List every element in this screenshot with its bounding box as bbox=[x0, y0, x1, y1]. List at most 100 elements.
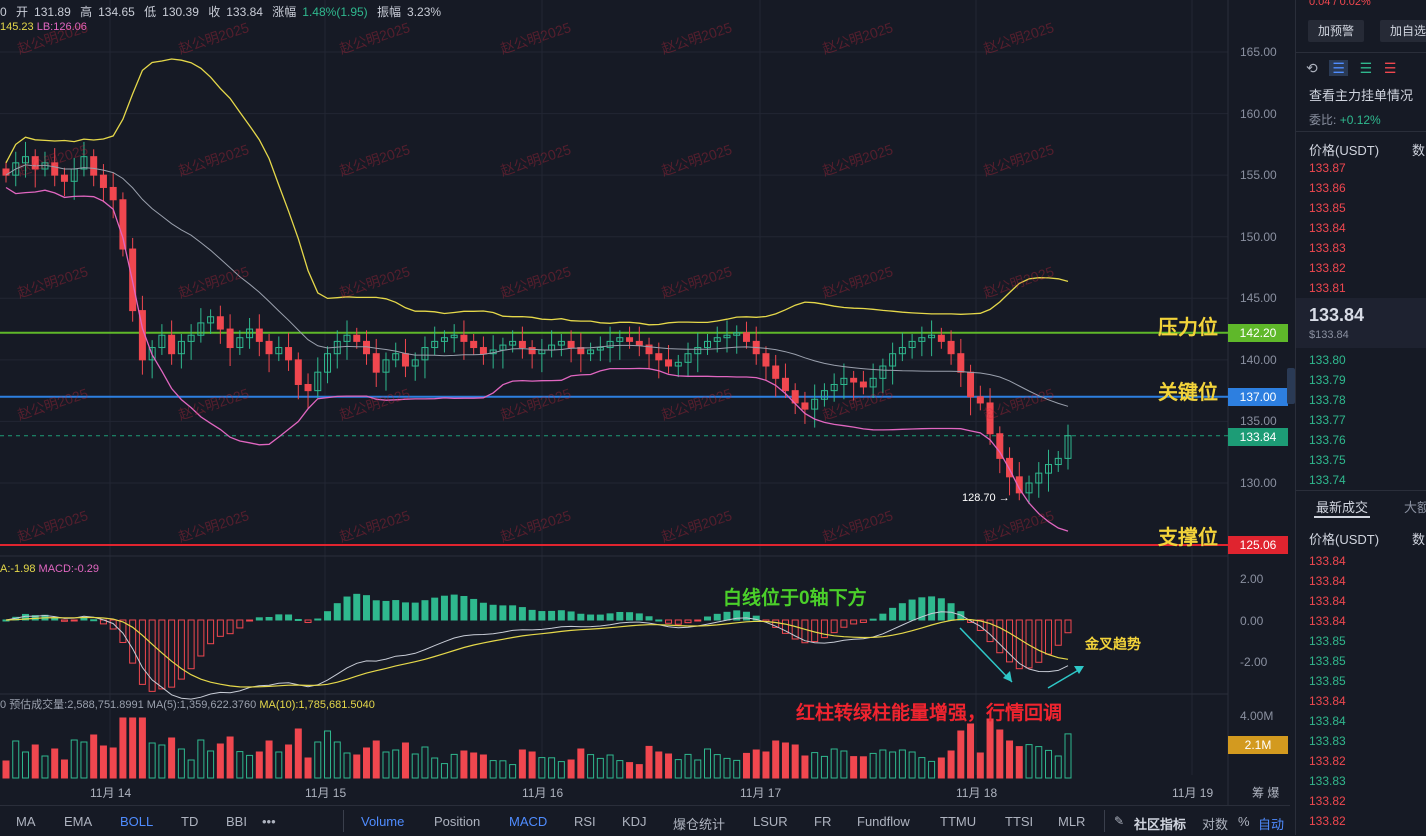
up-arrow-head bbox=[1074, 666, 1084, 674]
volume-bar bbox=[557, 761, 565, 779]
macd-histogram-bar bbox=[333, 603, 341, 621]
xtick-nov18: 11月 18 bbox=[956, 786, 998, 800]
candle-body bbox=[518, 340, 526, 349]
volume-note: 红柱转绿柱能量增强，行情回调 bbox=[796, 703, 1063, 724]
tool-position[interactable]: Position bbox=[434, 814, 481, 829]
tool-macd[interactable]: MACD bbox=[509, 814, 548, 829]
macd-histogram-bar bbox=[986, 619, 994, 643]
macd-histogram-bar bbox=[382, 600, 390, 621]
asks-row[interactable]: 133.86 bbox=[1309, 181, 1346, 195]
xtick-nov16: 11月 16 bbox=[522, 786, 564, 800]
watchlist-button[interactable]: 加自选 bbox=[1380, 20, 1426, 42]
tool-community-icon[interactable]: ✎ bbox=[1114, 814, 1125, 828]
candle-body bbox=[60, 174, 68, 182]
tool-kdj[interactable]: KDJ bbox=[622, 814, 647, 829]
candle-body bbox=[801, 402, 809, 410]
macd-histogram-bar bbox=[450, 594, 458, 621]
candle-body bbox=[937, 334, 945, 342]
y-tick-label: 140.00 bbox=[1240, 352, 1277, 367]
candle-body bbox=[694, 347, 702, 355]
panel-collapse-handle[interactable] bbox=[1287, 368, 1295, 404]
macd-histogram-bar bbox=[908, 599, 916, 621]
volume-bar bbox=[372, 740, 380, 779]
macd-histogram-bar bbox=[645, 616, 653, 621]
main-chart[interactable] bbox=[0, 0, 1290, 835]
volume-bar bbox=[684, 753, 692, 779]
candle-body bbox=[90, 156, 98, 176]
tool-ttsi[interactable]: TTSI bbox=[1005, 814, 1034, 829]
volume-bar bbox=[60, 759, 68, 779]
volume-bar bbox=[694, 759, 702, 779]
volume-bar bbox=[460, 750, 468, 779]
asks-row[interactable]: 133.84 bbox=[1309, 221, 1346, 235]
candle-body bbox=[889, 353, 897, 367]
candle-body bbox=[294, 359, 302, 385]
macd-histogram-bar bbox=[772, 619, 780, 628]
volume-bar bbox=[596, 757, 604, 779]
macd-histogram-bar bbox=[431, 597, 439, 621]
tool-community[interactable]: 社区指标 bbox=[1134, 817, 1187, 832]
tool-rsi[interactable]: RSI bbox=[574, 814, 596, 829]
tool-ma[interactable]: MA bbox=[16, 814, 36, 829]
trade-row: 133.84 bbox=[1309, 574, 1346, 588]
macd-histogram-bar bbox=[148, 619, 156, 692]
candle-body bbox=[31, 156, 39, 170]
tool-fr[interactable]: FR bbox=[814, 814, 832, 829]
macd-histogram-bar bbox=[314, 618, 322, 621]
volume-bar bbox=[479, 754, 487, 779]
volume-bar bbox=[587, 754, 595, 779]
tool-mlr[interactable]: MLR bbox=[1058, 814, 1086, 829]
tool-ema[interactable]: EMA bbox=[64, 814, 93, 829]
tool-td[interactable]: TD bbox=[181, 814, 199, 829]
volume-bar bbox=[820, 755, 828, 779]
tool-more-icon[interactable]: ••• bbox=[262, 814, 276, 829]
candle-body bbox=[557, 340, 565, 346]
tool-volume[interactable]: Volume bbox=[361, 814, 405, 829]
asks-row[interactable]: 133.82 bbox=[1309, 261, 1346, 275]
macd-histogram-bar bbox=[781, 619, 789, 634]
tool-liquidation[interactable]: 爆仓统计 bbox=[673, 817, 726, 832]
candle-body bbox=[470, 340, 478, 349]
bids-row[interactable]: 133.80 bbox=[1309, 353, 1346, 367]
candle-body bbox=[197, 322, 205, 336]
asks-row[interactable]: 133.81 bbox=[1309, 281, 1346, 295]
tool-auto[interactable]: 自动 bbox=[1258, 817, 1285, 832]
bids-row[interactable]: 133.76 bbox=[1309, 433, 1346, 447]
tool-bbi[interactable]: BBI bbox=[226, 814, 247, 829]
tool-ttmu[interactable]: TTMU bbox=[940, 814, 977, 829]
macd-histogram-bar bbox=[820, 619, 828, 639]
volume-bar bbox=[781, 742, 789, 779]
tool-log[interactable]: 对数 bbox=[1202, 817, 1229, 832]
big-trades-tab[interactable]: 大额 bbox=[1404, 500, 1426, 515]
support-label: 支撑位 bbox=[1158, 527, 1218, 549]
macd-histogram-bar bbox=[655, 619, 663, 622]
trades-tab[interactable]: 最新成交 bbox=[1316, 500, 1369, 515]
down-arrow-head bbox=[1003, 671, 1012, 682]
candle-body bbox=[255, 328, 263, 342]
macd-histogram-bar bbox=[255, 617, 263, 621]
tool-percent[interactable]: % bbox=[1238, 814, 1250, 829]
y-tick-label: 165.00 bbox=[1240, 45, 1277, 59]
macd-histogram-bar bbox=[236, 619, 244, 629]
bids-row[interactable]: 133.77 bbox=[1309, 413, 1346, 427]
tool-fundflow[interactable]: Fundflow bbox=[857, 814, 910, 829]
bids-row[interactable]: 133.75 bbox=[1309, 453, 1346, 467]
candle-body bbox=[635, 340, 643, 346]
open-value: 131.89 bbox=[34, 5, 71, 19]
macd-histogram-bar bbox=[704, 616, 712, 621]
asks-row[interactable]: 133.87 bbox=[1309, 161, 1346, 175]
orderbook-view-icons[interactable]: ⟲ ☰ ☰ ☰ bbox=[1306, 60, 1397, 76]
volume-bar bbox=[129, 717, 137, 779]
tool-lsur[interactable]: LSUR bbox=[753, 814, 788, 829]
bids-row[interactable]: 133.74 bbox=[1309, 473, 1346, 487]
bids-row[interactable]: 133.78 bbox=[1309, 393, 1346, 407]
asks-row[interactable]: 133.83 bbox=[1309, 241, 1346, 255]
volume-bar bbox=[674, 759, 682, 779]
tool-boll[interactable]: BOLL bbox=[120, 814, 154, 829]
bids-row[interactable]: 133.79 bbox=[1309, 373, 1346, 387]
asks-row[interactable]: 133.85 bbox=[1309, 201, 1346, 215]
key-level-label: 关键位 bbox=[1158, 382, 1218, 404]
alert-button[interactable]: 加预警 bbox=[1308, 20, 1365, 42]
volume-bar bbox=[401, 742, 409, 779]
orderbook-title[interactable]: 查看主力挂单情况 bbox=[1309, 88, 1414, 103]
